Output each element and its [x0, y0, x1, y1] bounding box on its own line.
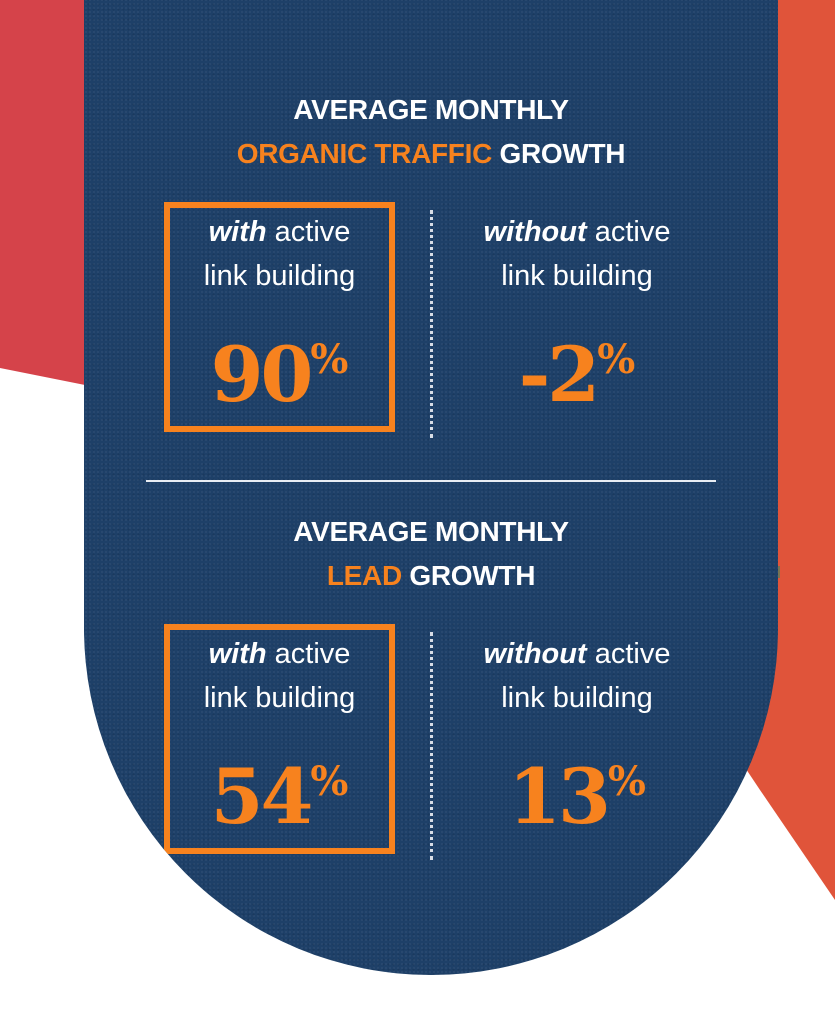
- section-2-highlight-box: [164, 624, 395, 854]
- section-1-title-line2: ORGANIC TRAFFIC GROWTH: [84, 132, 778, 176]
- section-2-without-label: without active: [483, 638, 671, 670]
- section-1-without-value: -2%: [518, 330, 636, 419]
- section-2-without-label-line2: link building: [501, 682, 653, 714]
- section-1-with-value: 90%: [210, 330, 349, 419]
- section-2-with-stat: with active link building 54%: [164, 632, 395, 837]
- section-1-without-stat: without active link building -2%: [454, 210, 700, 415]
- section-2-title-accent: LEAD: [326, 560, 402, 591]
- section-2-with-label-line2: link building: [203, 682, 356, 714]
- section-1-without-label: without active: [483, 216, 671, 248]
- section-2-without-stat: without active link building 13%: [454, 632, 700, 837]
- section-1-title: AVERAGE MONTHLY ORGANIC TRAFFIC GROWTH: [84, 88, 778, 176]
- section-divider: [146, 480, 716, 482]
- section-2-without-value: 13%: [508, 752, 646, 841]
- section-1-title-accent: ORGANIC TRAFFIC: [236, 138, 493, 169]
- section-1-title-suffix: GROWTH: [499, 138, 626, 169]
- section-1-without-label-line2: link building: [501, 260, 653, 292]
- stats-panel: AVERAGE MONTHLY ORGANIC TRAFFIC GROWTH w…: [84, 0, 778, 975]
- section-2-title-line2: LEAD GROWTH: [84, 554, 778, 598]
- section-2-with-value: 54%: [210, 752, 349, 841]
- section-1-with-label: with active: [208, 216, 351, 248]
- section-1-with-stat: with active link building 90%: [164, 210, 395, 415]
- section-2-divider: [430, 632, 433, 860]
- section-2-title-line1: AVERAGE MONTHLY: [293, 516, 569, 547]
- section-1-highlight-box: [164, 202, 395, 432]
- section-2-title-suffix: GROWTH: [409, 560, 536, 591]
- section-2-with-label: with active: [208, 638, 351, 670]
- section-1-title-line1: AVERAGE MONTHLY: [293, 94, 569, 125]
- section-2-title: AVERAGE MONTHLY LEAD GROWTH: [84, 510, 778, 598]
- section-1-divider: [430, 210, 433, 438]
- section-1-with-label-line2: link building: [203, 260, 356, 292]
